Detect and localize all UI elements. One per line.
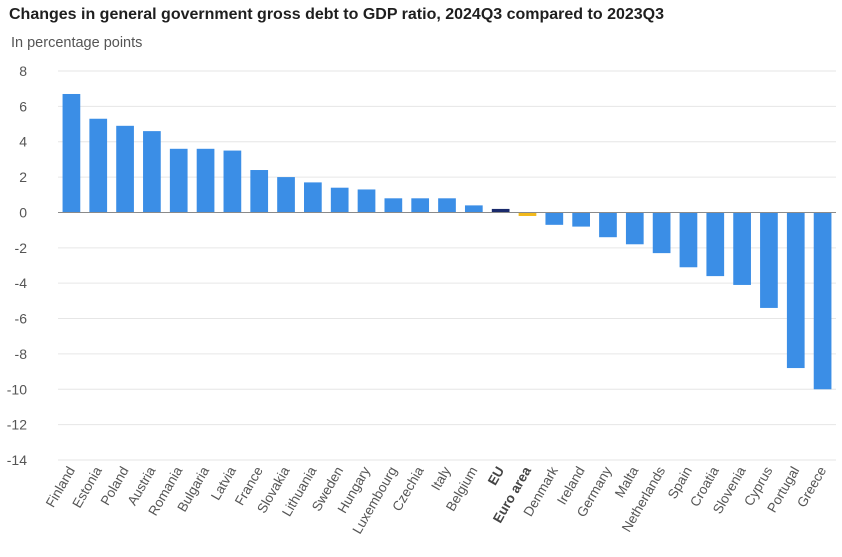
bar-euro-area [518, 212, 537, 216]
bar-slovakia [277, 177, 295, 213]
bar-portugal [786, 212, 805, 369]
bar-latvia [223, 150, 242, 213]
bar-hungary [357, 189, 376, 213]
bar-malta [625, 212, 644, 245]
bar-cyprus [760, 212, 778, 308]
bar-lithuania [304, 182, 322, 213]
y-tick-label: -4 [15, 275, 28, 291]
y-tick-label: -10 [7, 381, 27, 397]
y-tick-label: 6 [19, 98, 27, 114]
bar-belgium [464, 205, 483, 213]
bars [62, 93, 832, 390]
bar-estonia [89, 118, 108, 213]
bar-ireland [572, 212, 590, 227]
chart-subtitle: In percentage points [11, 35, 143, 51]
y-axis: 8 6 4 2 0 -2 -4 -6 -8 -10 -12 -14 [7, 63, 27, 468]
bar-eu [491, 208, 510, 213]
y-tick-label: -2 [15, 240, 28, 256]
bar-croatia [706, 212, 725, 277]
bar-romania [169, 148, 188, 213]
bar-czechia [411, 198, 430, 213]
bar-finland [62, 93, 81, 213]
x-axis: FinlandEstoniaPolandAustriaRomaniaBulgar… [43, 464, 829, 537]
bar-sweden [330, 187, 349, 213]
y-tick-label: 8 [19, 63, 27, 79]
bar-italy [438, 198, 456, 213]
y-tick-label: 0 [19, 204, 27, 220]
bar-slovenia [733, 212, 751, 285]
gridlines [58, 70, 836, 461]
y-tick-label: -12 [7, 417, 27, 433]
bar-denmark [545, 212, 564, 225]
bar-luxembourg [384, 198, 403, 213]
bar-germany [599, 212, 617, 238]
bar-poland [116, 125, 134, 213]
y-tick-label: 4 [19, 134, 27, 150]
bar-austria [143, 131, 161, 213]
y-tick-label: 2 [19, 169, 27, 185]
y-tick-label: -14 [7, 452, 27, 468]
x-tick-label: EU [485, 464, 507, 488]
bar-greece [813, 212, 832, 390]
bar-spain [679, 212, 698, 268]
bar-netherlands [652, 212, 671, 254]
y-tick-label: -8 [15, 346, 28, 362]
bar-bulgaria [196, 148, 215, 213]
x-tick-label: Italy [428, 464, 453, 493]
y-tick-label: -6 [15, 311, 28, 327]
bar-france [250, 170, 269, 213]
chart-title: Changes in general government gross debt… [9, 6, 665, 23]
